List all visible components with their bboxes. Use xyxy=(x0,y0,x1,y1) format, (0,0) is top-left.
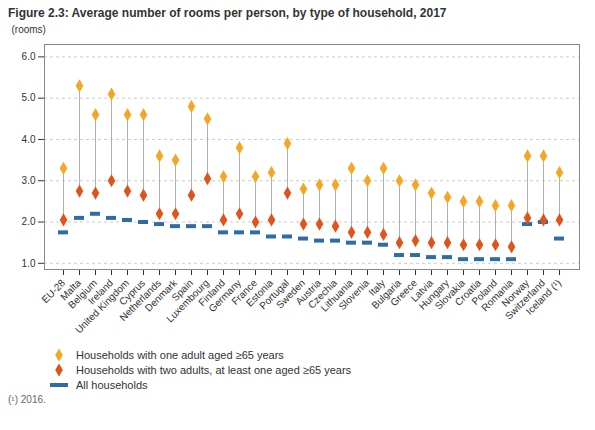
svg-text:Germany: Germany xyxy=(206,277,244,315)
svg-text:Latvia: Latvia xyxy=(408,277,436,304)
svg-text:Austria: Austria xyxy=(293,277,324,307)
svg-text:Spain: Spain xyxy=(169,277,196,304)
html-text:Households with one adult aged: Households with one adult aged ≥65 years xyxy=(76,348,284,361)
svg-text:(rooms): (rooms) xyxy=(12,24,46,35)
svg-text:Italy: Italy xyxy=(366,277,388,298)
svg-text:Poland: Poland xyxy=(469,277,500,307)
svg-text:1.0: 1.0 xyxy=(22,258,36,269)
html-text:(¹) 2016.: (¹) 2016. xyxy=(8,394,46,405)
svg-text:Ireland: Ireland xyxy=(85,277,116,307)
svg-text:Luxembourg: Luxembourg xyxy=(164,277,212,325)
svg-text:Lithuania: Lithuania xyxy=(318,277,356,314)
svg-text:5.0: 5.0 xyxy=(22,92,36,103)
svg-text:Norway: Norway xyxy=(499,277,532,309)
svg-text:Netherlands: Netherlands xyxy=(117,277,164,324)
svg-text:Romania: Romania xyxy=(479,277,516,314)
svg-text:Estonia: Estonia xyxy=(243,277,276,309)
html-text:Households with two adults, at: Households with two adults, at least one… xyxy=(76,363,352,376)
svg-text:Finland: Finland xyxy=(196,277,228,309)
svg-text:3.0: 3.0 xyxy=(22,175,36,186)
svg-text:Hungary: Hungary xyxy=(416,277,452,312)
svg-text:Malta: Malta xyxy=(58,277,84,303)
html-text:Figure 2.3: Average number of: Figure 2.3: Average number of rooms per … xyxy=(8,6,447,20)
svg-text:Bulgaria: Bulgaria xyxy=(369,277,404,311)
svg-text:EU-28: EU-28 xyxy=(39,277,68,306)
html-text:All households: All households xyxy=(76,378,148,391)
svg-text:Croatia: Croatia xyxy=(452,277,484,308)
svg-text:4.0: 4.0 xyxy=(22,134,36,145)
svg-text:Portugal: Portugal xyxy=(257,277,292,312)
svg-text:Sweden: Sweden xyxy=(273,277,308,311)
svg-text:Slovakia: Slovakia xyxy=(432,277,468,312)
svg-text:Iceland (¹): Iceland (¹) xyxy=(524,277,564,317)
svg-text:Cyprus: Cyprus xyxy=(117,277,148,308)
svg-text:Denmark: Denmark xyxy=(142,277,180,314)
svg-text:Belgium: Belgium xyxy=(65,277,100,311)
svg-text:2.0: 2.0 xyxy=(22,216,36,227)
svg-text:France: France xyxy=(229,277,260,307)
svg-text:Czechia: Czechia xyxy=(305,277,340,311)
svg-text:United Kingdom: United Kingdom xyxy=(73,277,132,336)
svg-text:Slovenia: Slovenia xyxy=(336,277,371,312)
svg-text:6.0: 6.0 xyxy=(22,51,36,62)
svg-text:Switzerland: Switzerland xyxy=(502,277,548,322)
svg-text:Greece: Greece xyxy=(388,277,420,309)
